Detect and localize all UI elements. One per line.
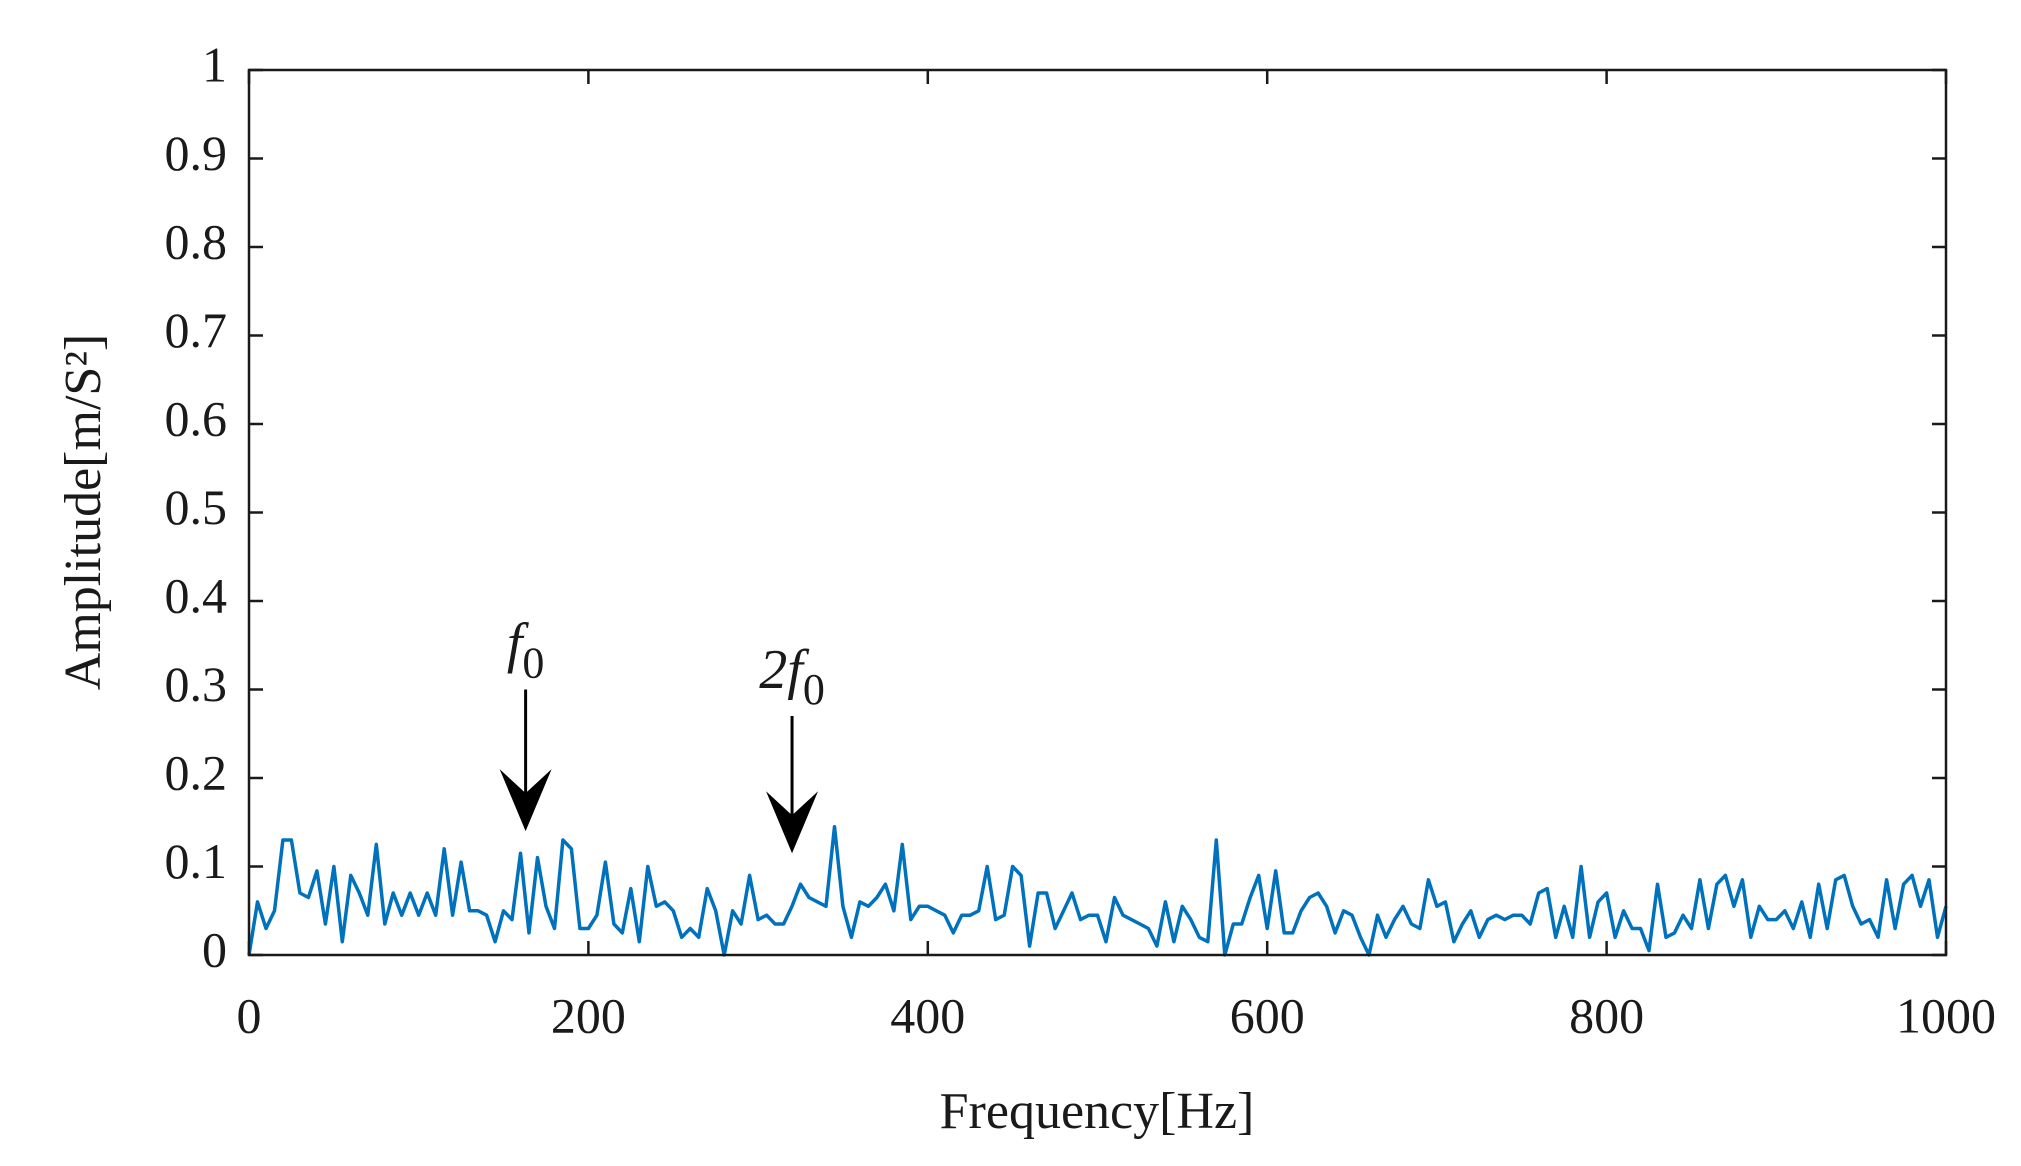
y-tick-label: 0.6 (165, 390, 228, 446)
annotation-arrowhead (766, 791, 819, 854)
plot-frame (247, 68, 1948, 957)
y-tick-label: 0.8 (165, 213, 228, 269)
y-tick-label: 0 (202, 921, 227, 977)
annotation-sub: 0 (803, 665, 825, 714)
y-tick-label: 0.7 (165, 302, 228, 358)
data-line (247, 824, 1948, 957)
y-tick-label: 0.9 (165, 125, 228, 181)
x-axis-label: Frequency[Hz] (940, 1083, 1255, 1140)
x-tick-label: 200 (551, 987, 626, 1043)
y-axis-label: Amplitude[m/S²] (55, 334, 112, 690)
y-tick-label: 0.3 (165, 656, 228, 712)
annotation-arrowhead (499, 769, 552, 832)
y-tick-label: 1 (202, 36, 227, 92)
annotation-text: 2f (759, 639, 810, 701)
x-tick-label: 1000 (1896, 987, 1996, 1043)
x-tick-label: 800 (1569, 987, 1644, 1043)
annotation: f0 (507, 613, 545, 688)
annotation: 2f0 (759, 639, 825, 714)
x-tick-label: 0 (237, 987, 262, 1043)
annotation-sub: 0 (522, 639, 544, 688)
y-tick-label: 0.2 (165, 744, 228, 800)
y-tick-label: 0.1 (165, 833, 228, 889)
y-tick-label: 0.4 (165, 567, 228, 623)
x-tick-label: 600 (1230, 987, 1305, 1043)
x-tick-label: 400 (890, 987, 965, 1043)
y-tick-label: 0.5 (165, 479, 228, 535)
